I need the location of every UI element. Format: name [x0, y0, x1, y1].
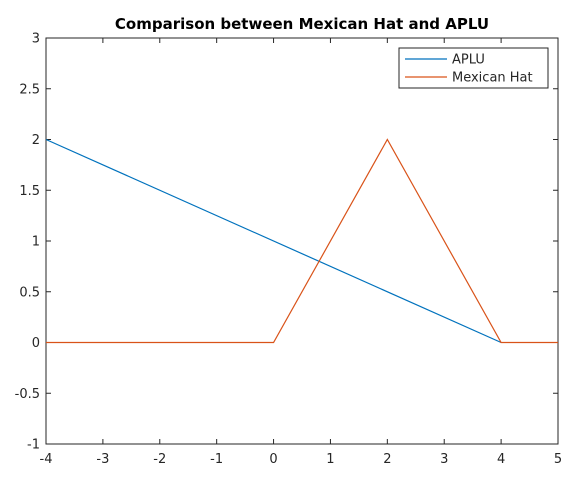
- x-tick-label: -1: [210, 452, 223, 467]
- x-tick-label: -2: [153, 452, 166, 467]
- y-tick-label: 1: [32, 235, 40, 250]
- x-tick-label: 5: [554, 452, 562, 467]
- y-tick-label: -1: [27, 438, 40, 453]
- legend-box: [398, 47, 549, 89]
- plot-area: -4 -3 -2 -1 0 1 2 3 4 5 -1 -0.5 0 0.5 1 1.5 2 2.5 3: [15, 32, 563, 468]
- y-tick-label: 2.5: [19, 82, 40, 97]
- y-tick-label: 0: [32, 336, 40, 351]
- chart-title: Comparison between Mexican Hat and APLU: [115, 15, 489, 33]
- axes-box: [45, 37, 559, 445]
- x-tick-label: 1: [326, 452, 334, 467]
- legend-label: Mexican Hat: [452, 71, 533, 86]
- y-tick-label: 2: [32, 133, 40, 148]
- x-tick-label: 4: [497, 452, 505, 467]
- y-tick-label: 3: [32, 32, 40, 47]
- series-line-mexican-hat: [46, 138, 558, 344]
- x-tick-label: -4: [40, 452, 53, 467]
- series-line-aplu: [45, 138, 502, 344]
- y-tick-label: 1.5: [19, 184, 40, 199]
- x-tick-label: 3: [440, 452, 448, 467]
- x-tick-label: 2: [383, 452, 391, 467]
- y-tick-label: 0.5: [19, 285, 40, 300]
- legend: APLU Mexican Hat: [398, 47, 549, 89]
- y-tick-label: -0.5: [15, 387, 40, 402]
- x-tick-label: 0: [269, 452, 277, 467]
- legend-label: APLU: [452, 53, 485, 68]
- series-layer: [45, 138, 558, 344]
- x-tick-label: -3: [96, 452, 109, 467]
